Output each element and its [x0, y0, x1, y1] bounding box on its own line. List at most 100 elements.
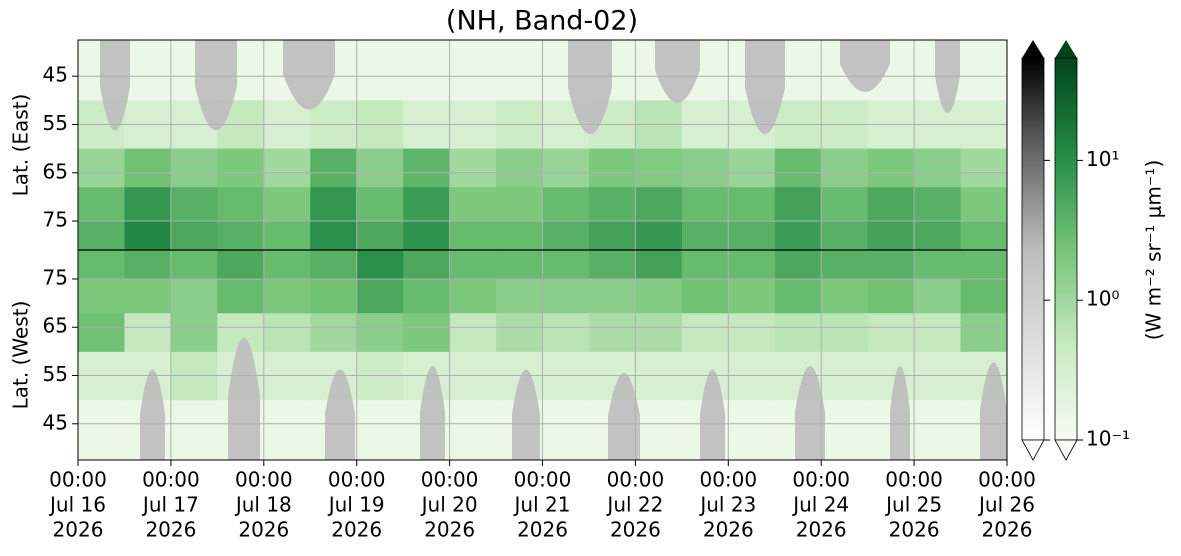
x-tick-label: 2026 [53, 518, 104, 542]
heat-cell [914, 187, 962, 222]
heat-cell [356, 250, 404, 280]
heat-cell [588, 278, 636, 314]
heat-cell [449, 250, 497, 280]
heat-cell [542, 250, 590, 280]
heat-cell [681, 278, 729, 314]
x-tick-label: Jul 26 [977, 493, 1035, 517]
heat-cell [635, 250, 683, 280]
y-tick-label: 55 [43, 362, 68, 386]
heat-cell [588, 148, 636, 188]
night-arch [283, 40, 335, 110]
heat-cell [170, 399, 218, 460]
x-tick-label: 2026 [238, 518, 289, 542]
heat-cell [542, 148, 590, 188]
heat-cell [867, 221, 915, 251]
heat-cell [960, 278, 1007, 314]
heat-cell [170, 250, 218, 280]
heat-cell [635, 148, 683, 188]
heat-cell [403, 40, 451, 101]
heat-cell [78, 148, 125, 188]
x-tick-label: Jul 21 [513, 493, 571, 517]
night-arch [420, 366, 445, 460]
y-tick-label: 65 [43, 314, 68, 338]
heat-cell [217, 187, 265, 222]
heat-cell [774, 148, 822, 188]
heat-cell [681, 187, 729, 222]
heat-cell [728, 312, 776, 352]
heat-cell [542, 399, 590, 460]
heat-cell [867, 250, 915, 280]
y-tick-label: 65 [43, 159, 68, 183]
x-tick-label: 2026 [889, 518, 940, 542]
y-tick-label: 55 [43, 111, 68, 135]
heat-cell [170, 187, 218, 222]
x-tick-label: Jul 20 [420, 493, 478, 517]
heat-cell [728, 221, 776, 251]
heat-cell [774, 312, 822, 352]
heat-cell [960, 40, 1007, 101]
x-tick-label: Jul 23 [698, 493, 756, 517]
colorbar-label: (W m⁻² sr⁻¹ μm⁻¹) [1142, 160, 1166, 341]
x-tick-label: 00:00 [792, 468, 850, 492]
x-tick-label: Jul 19 [327, 493, 385, 517]
night-arch [608, 373, 640, 460]
heat-cell [542, 221, 590, 251]
x-tick-label: 2026 [610, 518, 661, 542]
heat-cell [449, 312, 497, 352]
x-tick-label: 00:00 [142, 468, 200, 492]
heat-cell [496, 250, 543, 280]
x-tick-label: 2026 [703, 518, 754, 542]
heat-cell [310, 187, 358, 222]
heat-cell [310, 221, 358, 251]
heat-cell [263, 187, 311, 222]
x-tick-label: Jul 17 [141, 493, 199, 517]
heat-cell [356, 399, 404, 460]
x-tick-label: 00:00 [978, 468, 1036, 492]
heat-cell [356, 278, 404, 314]
heat-cell [356, 221, 404, 251]
heat-cell [78, 250, 125, 280]
heat-cell [821, 278, 869, 314]
night-arch [100, 40, 130, 131]
heat-cell [263, 278, 311, 314]
heat-cell [681, 148, 729, 188]
heat-cell [217, 148, 265, 188]
heat-cell [217, 221, 265, 251]
heat-cell [496, 187, 543, 222]
x-tick-label: 00:00 [235, 468, 293, 492]
heat-cell [403, 221, 451, 251]
heat-cell [914, 278, 962, 314]
heat-cell [78, 278, 125, 314]
heat-cell [403, 250, 451, 280]
y-tick-label: 45 [43, 410, 68, 434]
night-arch [840, 40, 890, 92]
heat-cell [124, 148, 172, 188]
heat-cell [821, 312, 869, 352]
heat-cell [356, 148, 404, 188]
heat-cell [496, 312, 543, 352]
heat-cell [635, 312, 683, 352]
y-tick-label: 75 [43, 208, 68, 232]
heat-cell [449, 221, 497, 251]
x-tick-label: Jul 18 [234, 493, 292, 517]
x-tick-label: 2026 [424, 518, 475, 542]
heat-cell [78, 187, 125, 222]
heat-cell [728, 250, 776, 280]
heat-cell [78, 312, 125, 352]
night-arch [325, 369, 355, 460]
heat-cell [635, 278, 683, 314]
heat-cell [542, 312, 590, 352]
night-arch [745, 40, 785, 134]
heat-cell [774, 250, 822, 280]
heat-cell [496, 278, 543, 314]
x-tick-label: Jul 16 [48, 493, 106, 517]
x-tick-label: Jul 25 [884, 493, 942, 517]
heat-cell [960, 250, 1007, 280]
heat-cell [960, 312, 1007, 352]
x-tick-label: 00:00 [49, 468, 107, 492]
heat-cell [170, 148, 218, 188]
heat-cell [588, 312, 636, 352]
heat-cell [170, 221, 218, 251]
heat-cell [263, 312, 311, 352]
